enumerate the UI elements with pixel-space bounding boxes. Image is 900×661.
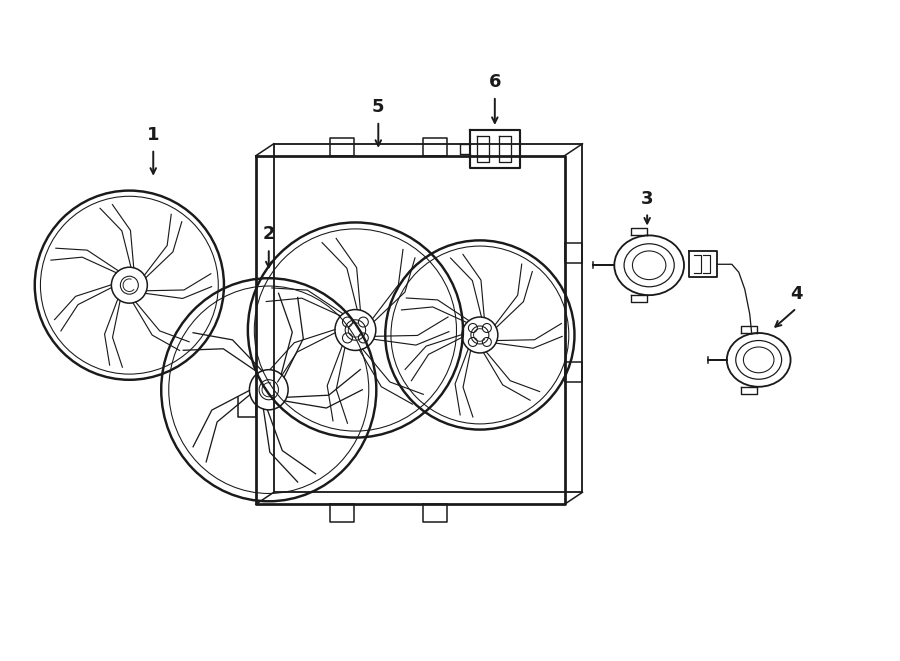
Text: 4: 4 [790, 285, 803, 303]
Text: 6: 6 [489, 73, 501, 91]
Text: 1: 1 [147, 126, 159, 144]
Text: 5: 5 [372, 98, 384, 116]
Text: 2: 2 [263, 225, 275, 243]
Text: 3: 3 [641, 190, 653, 208]
